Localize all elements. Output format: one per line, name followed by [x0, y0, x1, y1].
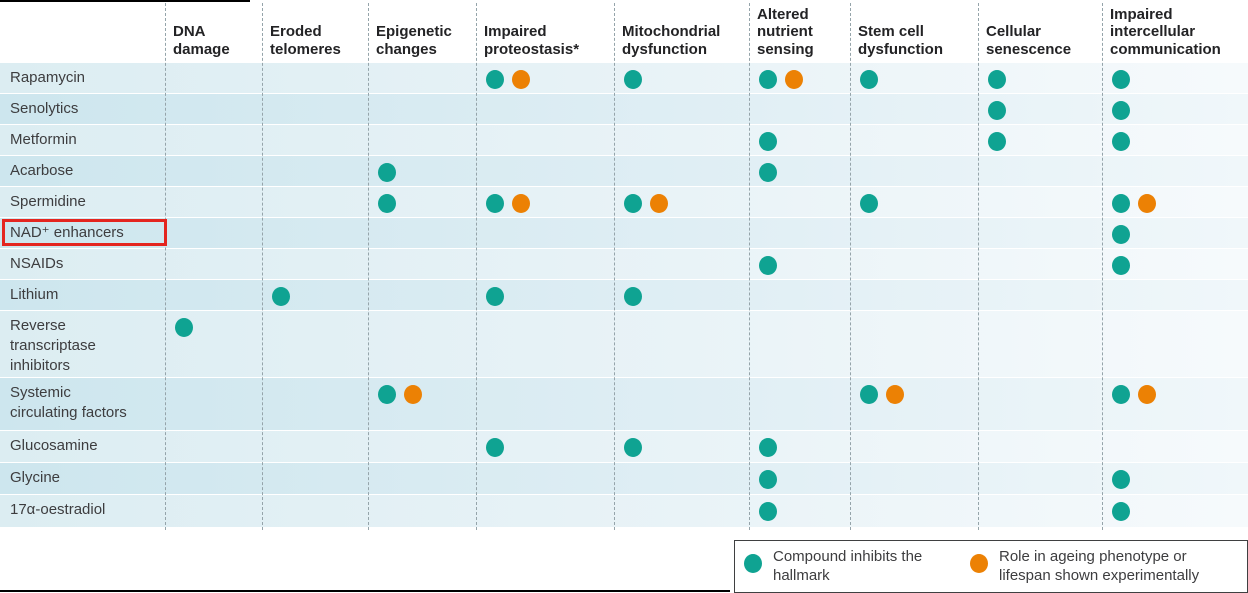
inhibits-hallmark-dot — [378, 194, 396, 213]
row-band: Senolytics — [0, 94, 1248, 124]
compound-inhibits-dot-icon — [744, 554, 762, 573]
inhibits-hallmark-dot — [486, 194, 504, 213]
row-band: Reverse transcriptase inhibitors — [0, 311, 1248, 377]
row-band: Lithium — [0, 280, 1248, 310]
column-header: Impaired proteostasis* — [484, 23, 580, 58]
inhibits-hallmark-dot — [1112, 132, 1130, 151]
row-label: Glycine — [10, 469, 61, 486]
column-divider — [368, 3, 369, 530]
inhibits-hallmark-dot — [1112, 256, 1130, 275]
experimental-role-dot — [886, 385, 904, 404]
inhibits-hallmark-dot — [860, 385, 878, 404]
inhibits-hallmark-dot — [1112, 225, 1130, 244]
inhibits-hallmark-dot — [860, 70, 878, 89]
row-band: Metformin — [0, 125, 1248, 155]
column-divider — [614, 3, 615, 530]
row-label: Reverse transcriptase inhibitors — [10, 317, 96, 374]
inhibits-hallmark-dot — [624, 70, 642, 89]
inhibits-hallmark-dot — [988, 132, 1006, 151]
experimental-role-dot — [1138, 385, 1156, 404]
inhibits-hallmark-dot — [759, 502, 777, 521]
inhibits-hallmark-dot — [759, 132, 777, 151]
inhibits-hallmark-dot — [988, 101, 1006, 120]
row-label: Spermidine — [10, 193, 86, 210]
inhibits-hallmark-dot — [486, 438, 504, 457]
column-divider — [850, 3, 851, 530]
row-band: 17α-oestradiol — [0, 495, 1248, 527]
experimental-role-dot-icon — [970, 554, 988, 573]
inhibits-hallmark-dot — [175, 318, 193, 337]
column-divider — [749, 3, 750, 530]
inhibits-hallmark-dot — [759, 70, 777, 89]
inhibits-hallmark-dot — [624, 438, 642, 457]
row-band: Glycine — [0, 463, 1248, 494]
inhibits-hallmark-dot — [1112, 470, 1130, 489]
row-band: Acarbose — [0, 156, 1248, 186]
inhibits-hallmark-dot — [486, 287, 504, 306]
inhibits-hallmark-dot — [1112, 194, 1130, 213]
inhibits-hallmark-dot — [1112, 502, 1130, 521]
column-header: Epigenetic changes — [376, 23, 452, 58]
row-label: Acarbose — [10, 162, 74, 179]
inhibits-hallmark-dot — [988, 70, 1006, 89]
inhibits-hallmark-dot — [378, 385, 396, 404]
column-divider — [1102, 3, 1103, 530]
row-label: 17α-oestradiol — [10, 501, 106, 518]
row-label: Glucosamine — [10, 437, 98, 454]
inhibits-hallmark-dot — [759, 256, 777, 275]
row-label: Rapamycin — [10, 69, 86, 86]
column-divider — [978, 3, 979, 530]
inhibits-hallmark-dot — [1112, 70, 1130, 89]
inhibits-hallmark-dot — [624, 287, 642, 306]
inhibits-hallmark-dot — [759, 470, 777, 489]
column-header: DNA damage — [173, 23, 230, 58]
experimental-role-dot — [650, 194, 668, 213]
inhibits-hallmark-dot — [624, 194, 642, 213]
column-header: Stem cell dysfunction — [858, 23, 943, 58]
row-label: Lithium — [10, 286, 59, 303]
row-band: NSAIDs — [0, 249, 1248, 279]
experimental-role-dot — [512, 70, 530, 89]
row-label: NSAIDs — [10, 255, 64, 272]
column-header: Eroded telomeres — [270, 23, 341, 58]
inhibits-hallmark-dot — [1112, 385, 1130, 404]
row-label: NAD⁺ enhancers — [10, 224, 124, 241]
inhibits-hallmark-dot — [860, 194, 878, 213]
legend-label-experimental: Role in ageing phenotype or lifespan sho… — [999, 548, 1200, 584]
column-header: Mitochondrial dysfunction — [622, 23, 721, 58]
row-band: Systemic circulating factors — [0, 378, 1248, 430]
experimental-role-dot — [1138, 194, 1156, 213]
inhibits-hallmark-dot — [759, 163, 777, 182]
column-divider — [262, 3, 263, 530]
column-header: Cellular senescence — [986, 23, 1072, 58]
row-label: Senolytics — [10, 100, 79, 117]
inhibits-hallmark-dot — [486, 70, 504, 89]
experimental-role-dot — [512, 194, 530, 213]
experimental-role-dot — [404, 385, 422, 404]
column-header: Impaired intercellular communication — [1110, 5, 1221, 58]
column-divider — [165, 3, 166, 530]
legend-label-inhibits: Compound inhibits the hallmark — [773, 548, 923, 584]
row-label: Metformin — [10, 131, 77, 148]
column-divider — [476, 3, 477, 530]
inhibits-hallmark-dot — [1112, 101, 1130, 120]
top-border-line — [0, 0, 250, 2]
row-label: Systemic circulating factors — [10, 384, 127, 421]
inhibits-hallmark-dot — [272, 287, 290, 306]
column-header: Altered nutrient sensing — [757, 5, 814, 58]
inhibits-hallmark-dot — [378, 163, 396, 182]
bottom-border-line — [0, 590, 730, 592]
legend: Compound inhibits the hallmark Role in a… — [734, 540, 1248, 593]
highlight-box — [2, 219, 167, 246]
inhibits-hallmark-dot — [759, 438, 777, 457]
experimental-role-dot — [785, 70, 803, 89]
row-band: NAD⁺ enhancers — [0, 218, 1248, 248]
